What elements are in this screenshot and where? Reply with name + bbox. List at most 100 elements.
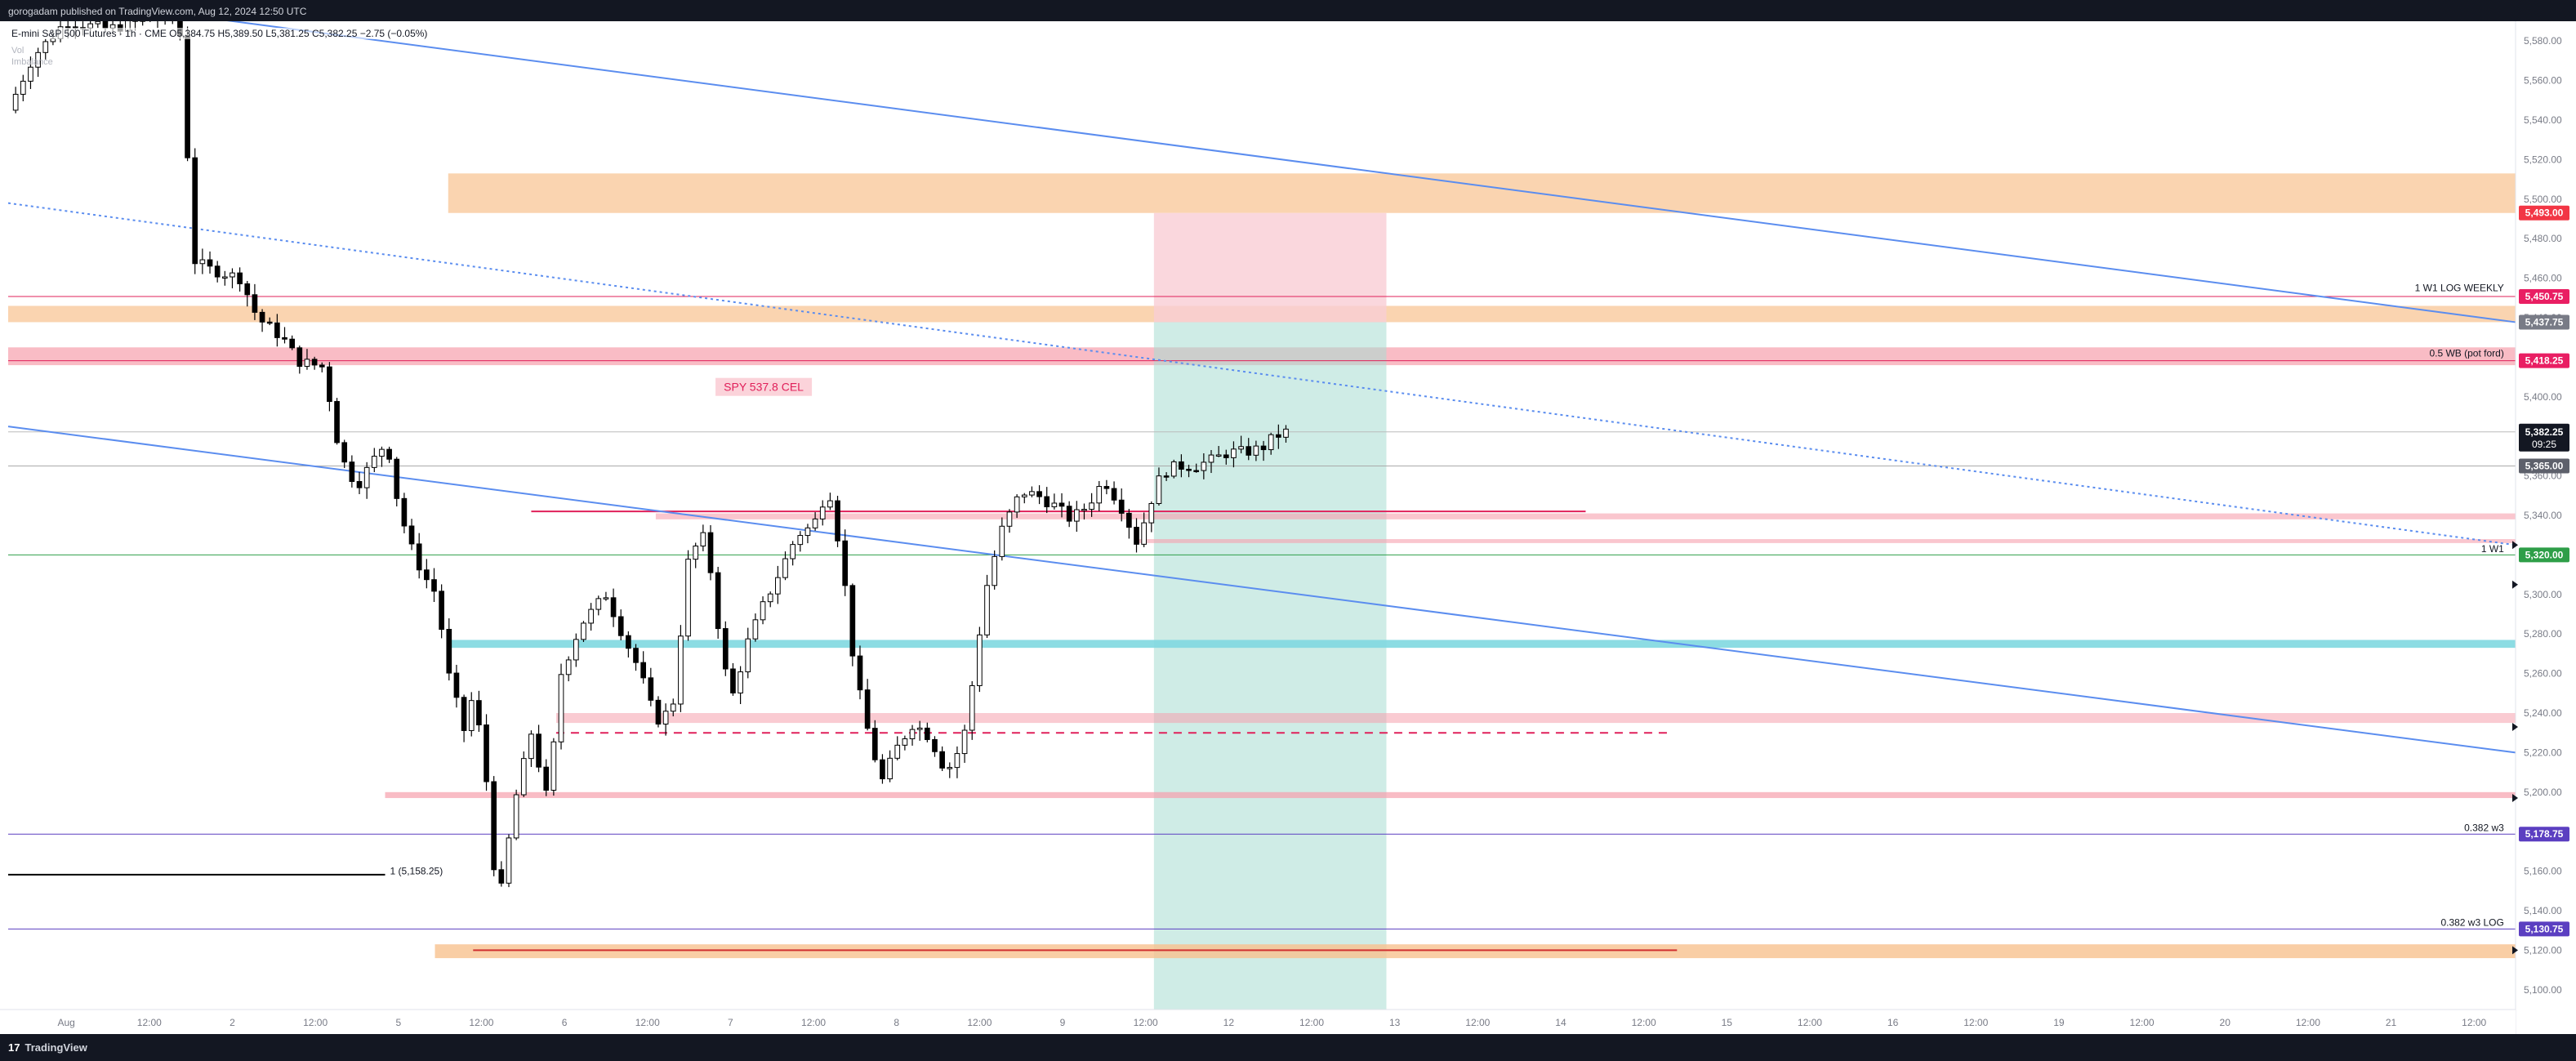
chart-frame[interactable]: SPY 537.8 CEL 1 W1 LOG WEEKLY 0.5 WB (pot …: [0, 21, 2576, 1034]
legend-imbalance[interactable]: Imbalance: [11, 57, 53, 67]
candle-body: [707, 532, 714, 573]
candle-body: [655, 699, 662, 725]
candle-body: [932, 738, 938, 752]
price-label-5178: 5,178.75: [2519, 827, 2569, 842]
price-tick-label: 5,240.00: [2524, 707, 2562, 719]
candle: [977, 626, 983, 693]
candle: [648, 667, 654, 707]
candle: [812, 512, 818, 531]
candle-body: [520, 758, 527, 796]
candle: [1051, 493, 1058, 510]
candle-body: [1036, 491, 1042, 497]
candle-body: [984, 585, 990, 635]
candle-body: [752, 619, 759, 640]
candle: [550, 738, 557, 796]
candle: [282, 327, 287, 344]
candle: [341, 439, 348, 468]
time-tick-label: 14: [1555, 1017, 1567, 1028]
candle: [520, 751, 527, 797]
symbol-legend[interactable]: E-mini S&P 500 Futures · 1h · CME O5,384…: [11, 28, 428, 39]
price-chart[interactable]: SPY 537.8 CEL 1 W1 LOG WEEKLY 0.5 WB (pot …: [0, 21, 2576, 1034]
candle-body: [894, 744, 901, 759]
candle: [1073, 501, 1080, 532]
trendline-2: [7, 202, 2516, 546]
candle-body: [1044, 496, 1050, 507]
price-tick-label: 5,500.00: [2524, 194, 2562, 205]
candle-body: [334, 401, 340, 444]
candle: [199, 248, 206, 274]
candle: [588, 603, 594, 631]
tv-logo-icon: 17: [8, 1041, 20, 1054]
axis-arrow-icon: [2512, 580, 2518, 589]
candle: [961, 724, 968, 763]
price-label-5365-box: [2519, 458, 2569, 474]
candle-body: [819, 506, 826, 519]
candle: [617, 609, 624, 640]
price-tick-label: 5,200.00: [2524, 787, 2562, 798]
candle-body: [408, 525, 415, 545]
time-tick-label: 12:00: [1963, 1017, 1988, 1028]
candle: [28, 56, 33, 89]
candle: [513, 789, 519, 840]
candle-body: [954, 753, 960, 769]
candle-body: [1006, 511, 1013, 527]
time-tick-label: 20: [2220, 1017, 2231, 1028]
time-tick-label: 12:00: [635, 1017, 660, 1028]
time-tick-label: 12:00: [303, 1017, 328, 1028]
price-label-5450: 5,450.75: [2519, 288, 2569, 304]
candle: [640, 651, 647, 684]
candle: [35, 47, 41, 78]
candle-body: [782, 558, 788, 578]
candle: [334, 398, 340, 445]
candle: [461, 694, 467, 742]
annotation-1-5158: 1 (5,158.25): [390, 866, 443, 877]
tradingview-logo[interactable]: 17 TradingView: [8, 1041, 87, 1054]
countdown-text: 09:25: [2532, 439, 2556, 450]
time-tick-label: 5: [395, 1017, 401, 1028]
time-tick-label: 19: [2053, 1017, 2065, 1028]
time-tick-label: 12:00: [2462, 1017, 2486, 1028]
candle: [1006, 509, 1013, 533]
price-label-5418-text: 5,418.25: [2525, 355, 2564, 367]
trendline-3: [7, 426, 2516, 754]
candle-body: [1260, 445, 1267, 451]
candle-body: [401, 497, 408, 527]
price-label-5437: 5,437.75: [2519, 314, 2569, 330]
candle-body: [617, 616, 624, 636]
candle-body: [588, 609, 594, 624]
candle: [558, 663, 564, 750]
candle-body: [730, 668, 736, 693]
price-label-5418: 5,418.25: [2519, 353, 2569, 368]
candle: [954, 746, 960, 778]
candle: [880, 754, 885, 784]
candle-body: [626, 635, 631, 649]
candle: [394, 457, 400, 507]
candle: [992, 550, 998, 590]
candle: [431, 568, 437, 603]
candle: [506, 834, 512, 888]
candle-body: [1103, 486, 1110, 489]
price-tick-label: 5,480.00: [2524, 233, 2562, 244]
candle: [1058, 493, 1065, 518]
candle-body: [1223, 454, 1229, 458]
candle: [424, 559, 430, 589]
candle-body: [1275, 434, 1281, 438]
supply-zone-upper: [448, 173, 2516, 213]
price-tick-label: 5,520.00: [2524, 154, 2562, 165]
candle-body: [1021, 494, 1027, 497]
candle-body: [386, 448, 392, 460]
time-tick-label: 2: [230, 1017, 235, 1028]
candle-body: [431, 579, 437, 592]
axis-arrow-icon: [2512, 722, 2518, 731]
candle-body: [685, 559, 691, 637]
legend-volume[interactable]: Vol: [11, 46, 25, 56]
candle: [849, 583, 856, 666]
candle: [468, 692, 475, 737]
price-label-5437-text: 5,437.75: [2525, 316, 2564, 328]
candles: [12, 21, 1289, 888]
candle-body: [1141, 522, 1147, 545]
price-label-5493: 5,493.00: [2519, 205, 2569, 221]
candle-body: [453, 672, 460, 698]
candle: [311, 356, 318, 370]
time-tick-label: 12:00: [1798, 1017, 1822, 1028]
